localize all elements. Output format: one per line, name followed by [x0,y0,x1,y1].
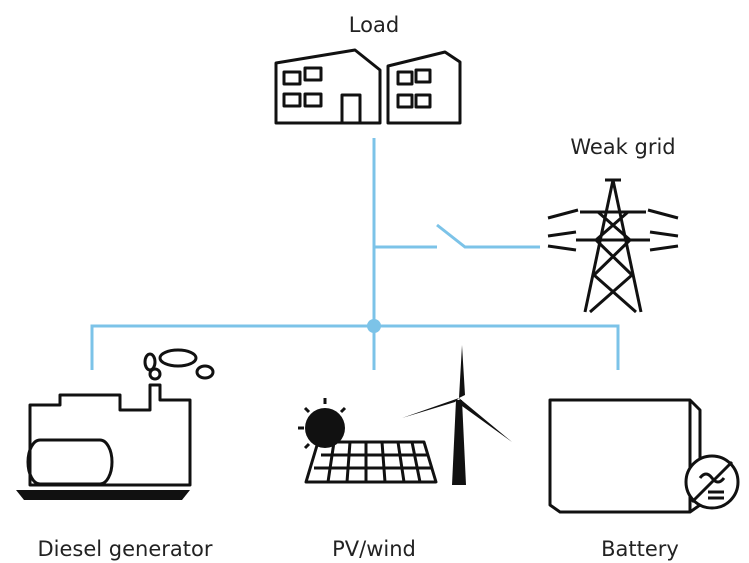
node-label: Battery [601,537,679,561]
wires [90,138,620,370]
node-label: Weak grid [570,135,675,159]
node-label: PV/wind [332,537,416,561]
load-icon [274,48,462,125]
battery-icon [548,398,740,514]
node-label: Load [349,13,399,37]
generator-icon [16,348,215,500]
tower-icon [547,178,679,314]
pv-wind-icon [298,345,512,485]
node-label: Diesel generator [38,537,213,561]
